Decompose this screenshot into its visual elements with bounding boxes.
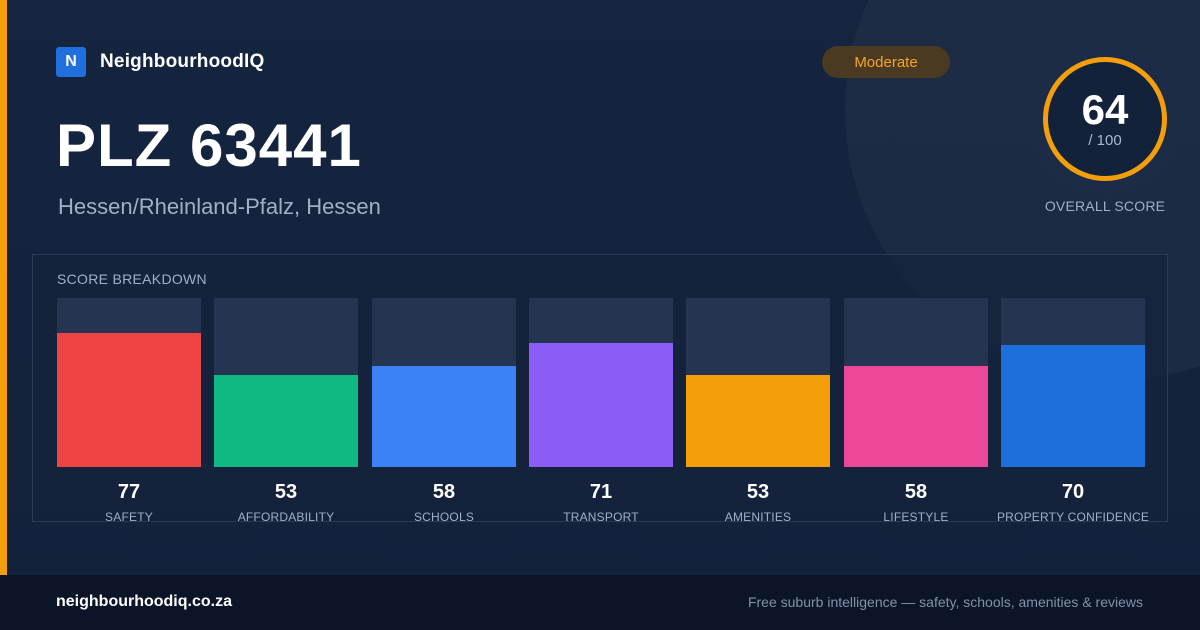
score-bar-value: 58	[432, 481, 456, 503]
brand-logo-icon: N	[56, 47, 86, 77]
score-bar-label: SAFETY	[105, 510, 153, 524]
score-bar-label: LIFESTYLE	[883, 510, 949, 524]
score-bar-value: 53	[274, 481, 298, 503]
score-breakdown-bars: 77 SAFETY 53 AFFORDABILITY 58 SCHOOLS 71 TRANSP…	[57, 298, 1149, 524]
overall-score-ring: 64 / 100	[1030, 44, 1180, 194]
score-bar-fill	[214, 375, 358, 467]
score-bar-fill	[57, 333, 201, 467]
score-bar-fill	[529, 343, 673, 467]
score-bar-property-confidence: 70 PROPERTY CONFIDENCE	[997, 298, 1149, 524]
score-bar-track	[1001, 298, 1145, 467]
overall-score-max: / 100	[1088, 132, 1122, 149]
overall-score-value: 64	[1081, 86, 1129, 133]
score-bar-label: PROPERTY CONFIDENCE	[996, 510, 1150, 524]
page-title: PLZ 63441	[56, 112, 362, 179]
footer: neighbourhoodiq.co.za Free suburb intell…	[0, 575, 1200, 630]
score-bar-track	[686, 298, 830, 467]
brand-name: NeighbourhoodIQ	[100, 51, 265, 72]
score-bar-track	[57, 298, 201, 467]
score-bar-track	[844, 298, 988, 467]
score-bar-value: 77	[117, 481, 141, 503]
score-bar-schools: 58 SCHOOLS	[372, 298, 516, 524]
score-bar-amenities: 53 AMENITIES	[686, 298, 830, 524]
score-breakdown-title: SCORE BREAKDOWN	[57, 271, 207, 287]
overall-score-dial: 64 / 100	[1043, 57, 1167, 181]
brand[interactable]: N NeighbourhoodIQ	[56, 46, 264, 78]
score-bar-safety: 77 SAFETY	[57, 298, 201, 524]
score-bar-label: SCHOOLS	[413, 510, 475, 524]
score-bar-track	[214, 298, 358, 467]
score-bar-fill	[1001, 345, 1145, 467]
score-bar-label: TRANSPORT	[563, 510, 639, 524]
score-bar-value: 58	[904, 481, 928, 503]
overall-score-label: OVERALL SCORE	[1044, 198, 1166, 214]
score-bar-value: 71	[589, 481, 613, 503]
score-bar-track	[372, 298, 516, 467]
overall-score: 64 / 100 OVERALL SCORE	[1030, 44, 1180, 214]
score-bar-fill	[686, 375, 830, 467]
page-subtitle: Hessen/Rheinland-Pfalz, Hessen	[58, 194, 381, 219]
accent-stripe	[0, 0, 7, 575]
score-bar-affordability: 53 AFFORDABILITY	[214, 298, 358, 524]
score-bar-fill	[844, 366, 988, 467]
footer-url-link[interactable]: neighbourhoodiq.co.za	[56, 593, 232, 610]
score-bar-value: 53	[746, 481, 770, 503]
score-bar-value: 70	[1061, 481, 1085, 503]
footer-tagline: Free suburb intelligence — safety, schoo…	[747, 594, 1143, 610]
score-bar-track	[529, 298, 673, 467]
score-bar-fill	[372, 366, 516, 467]
rating-badge: Moderate	[822, 46, 950, 78]
score-bar-label: AMENITIES	[724, 510, 792, 524]
score-bar-transport: 71 TRANSPORT	[529, 298, 673, 524]
score-breakdown-panel: SCORE BREAKDOWN 77 SAFETY 53 AFFORDABILITY 5…	[32, 254, 1168, 524]
score-bar-label: AFFORDABILITY	[237, 510, 335, 524]
score-bar-lifestyle: 58 LIFESTYLE	[844, 298, 988, 524]
